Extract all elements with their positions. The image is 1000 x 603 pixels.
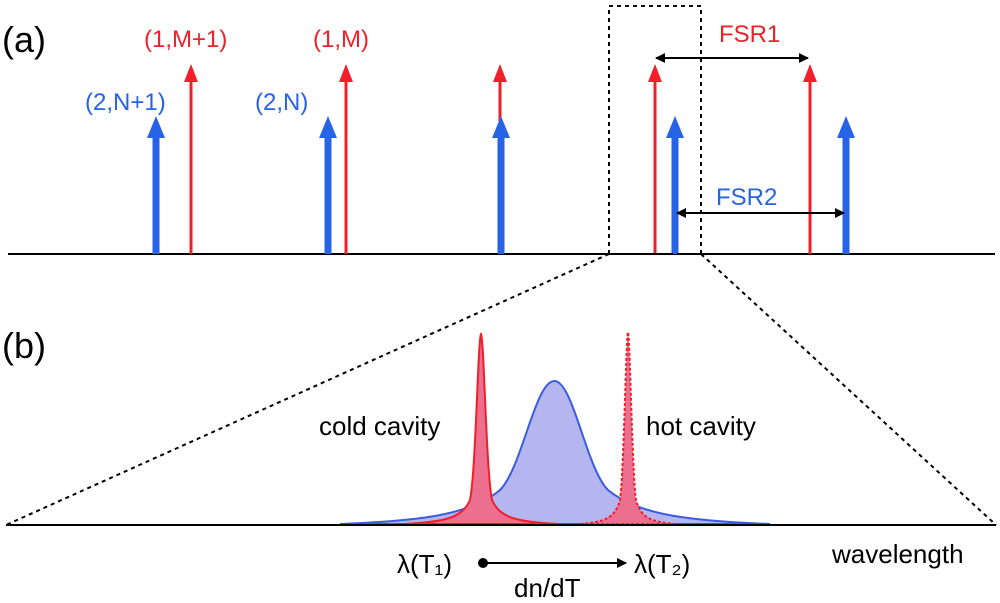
cold-cavity-label: cold cavity [319,411,440,441]
cold-cavity-resonance [403,332,559,525]
lambda-t1-label: λ(T₁) [397,549,452,579]
lambda-t2-label: λ(T₂) [634,549,690,579]
label-2-n-plus-1: (2,N+1) [85,89,166,116]
red-resonance-arrow-icon [648,64,662,254]
blue-resonance-arrow-icon [666,116,684,254]
hot-cavity-resonance [579,329,677,525]
label-1-m: (1,M) [313,26,369,53]
label-2-n: (2,N) [255,89,308,116]
blue-resonance-arrow-icon [319,116,337,254]
red-resonance-arrow-icon [339,64,353,254]
blue-resonance-arrow-icon [837,116,855,254]
dndt-label: dn/dT [514,573,581,603]
blue-resonances [147,116,855,254]
blue-resonance-arrow-icon [147,116,165,254]
wavelength-label: wavelength [831,539,964,569]
zoom-line-right [700,253,997,526]
label-1-m-plus-1: (1,M+1) [144,26,227,53]
blue-broad-resonance [339,379,771,525]
fsr1-label: FSR1 [719,21,780,48]
red-resonance-arrow-icon [803,64,817,254]
panel-a-label: (a) [2,19,46,60]
red-resonance-arrow-icon [184,64,198,254]
fsr2-label: FSR2 [716,184,777,211]
blue-resonance-arrow-icon [492,116,510,254]
panel-b-label: (b) [2,325,46,366]
hot-cavity-label: hot cavity [646,411,756,441]
zoom-box [608,5,702,255]
zoom-line-left [5,253,610,526]
